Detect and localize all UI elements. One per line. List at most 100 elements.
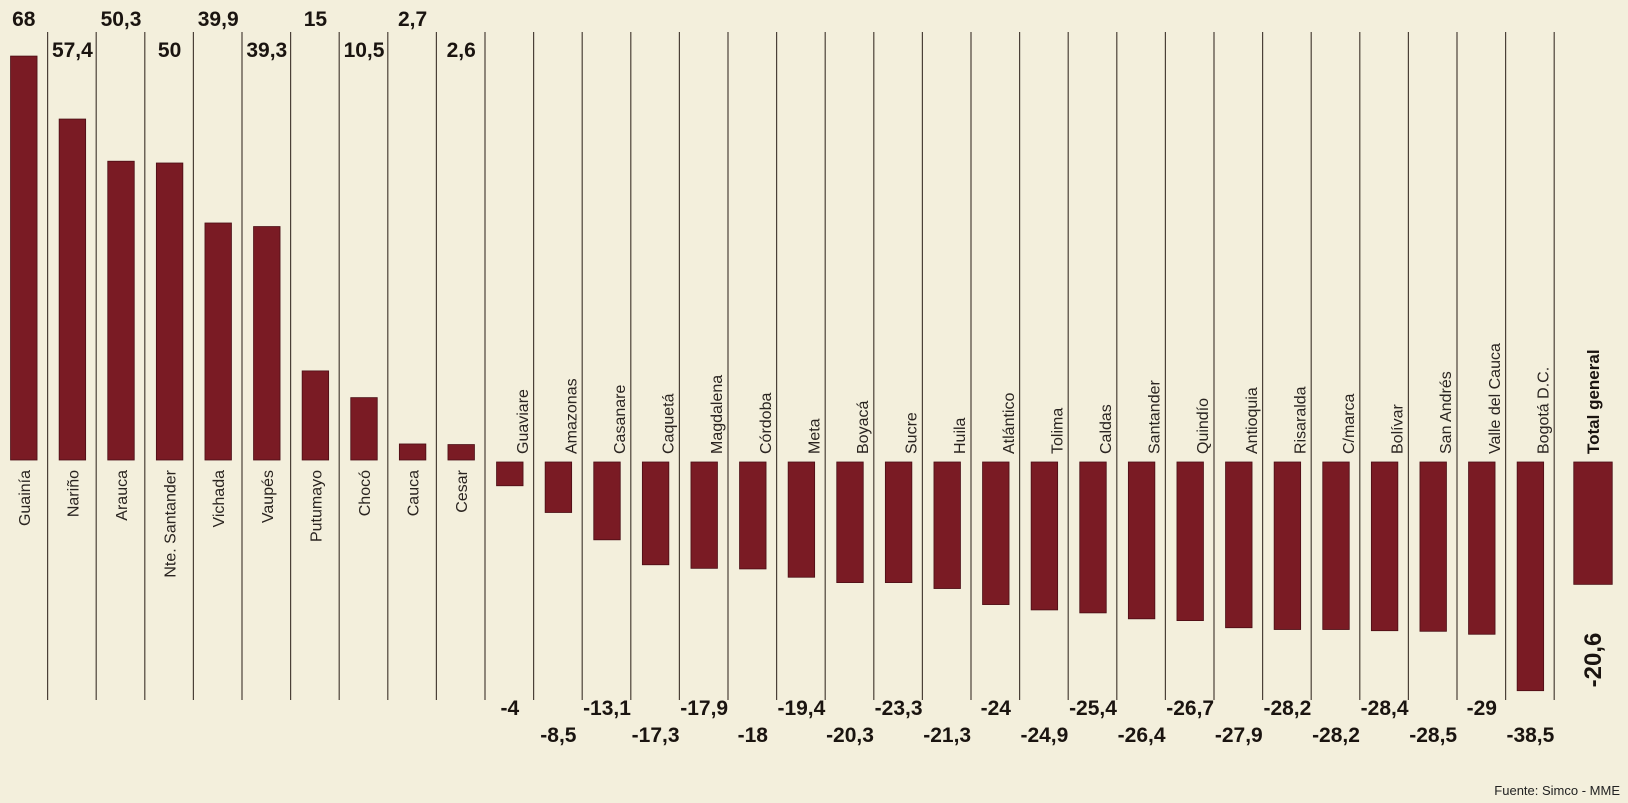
value-label: 50,3	[101, 8, 142, 31]
bar	[1322, 461, 1350, 630]
value-label: -8,5	[540, 724, 577, 747]
value-label: 2,6	[447, 39, 476, 62]
value-label: -20,6	[1580, 633, 1607, 688]
bar	[593, 461, 621, 541]
value-label: -28,5	[1409, 724, 1457, 747]
value-label: -38,5	[1506, 724, 1554, 747]
bar	[253, 226, 281, 461]
category-label: Caquetá	[661, 393, 678, 454]
category-label: Bogotá D.C.	[1535, 367, 1552, 454]
bar	[884, 461, 913, 583]
value-label: -17,9	[680, 697, 728, 720]
category-label: Quindío	[1195, 398, 1212, 454]
category-label: Cesar	[454, 469, 471, 512]
category-label: Casanare	[612, 385, 629, 454]
category-label: Meta	[806, 418, 823, 454]
category-label: C/marca	[1341, 393, 1358, 454]
value-label: -23,3	[875, 697, 923, 720]
category-label: Atlántico	[1001, 393, 1018, 454]
value-label: -17,3	[632, 724, 680, 747]
value-label: -28,4	[1361, 697, 1409, 720]
category-label: Arauca	[114, 470, 131, 521]
category-label: Chocó	[357, 470, 374, 516]
category-label: Córdoba	[758, 393, 775, 454]
value-label: 57,4	[52, 39, 93, 62]
bar	[836, 461, 864, 583]
bar	[1468, 461, 1496, 635]
category-label: Putumayo	[308, 470, 325, 542]
bar	[641, 461, 670, 566]
bar	[155, 162, 184, 461]
category-label: Vichada	[211, 470, 228, 528]
value-label: -28,2	[1312, 724, 1360, 747]
category-label: Guaviare	[515, 389, 532, 454]
category-label: Nte. Santander	[163, 469, 180, 577]
value-label: -13,1	[583, 697, 631, 720]
bar	[350, 397, 378, 461]
category-label: Valle del Cauca	[1487, 343, 1504, 454]
bar	[204, 222, 232, 461]
category-label: San Andrés	[1438, 371, 1455, 454]
category-label: Magdalena	[709, 375, 726, 454]
value-label: -18	[738, 724, 769, 747]
value-label: -27,9	[1215, 724, 1263, 747]
category-label: Vaupés	[260, 470, 277, 523]
value-label: 39,9	[198, 8, 239, 31]
bar	[496, 461, 524, 487]
bar	[1370, 461, 1399, 632]
bar	[1225, 461, 1253, 629]
bar	[1176, 461, 1204, 621]
value-label: -26,4	[1118, 724, 1166, 747]
value-label: 50	[158, 39, 181, 62]
category-label: Caldas	[1098, 404, 1115, 454]
value-label: -19,4	[777, 697, 825, 720]
bar	[10, 55, 38, 461]
bar	[1573, 461, 1613, 585]
category-label: Boyacá	[855, 401, 872, 454]
value-label: -25,4	[1069, 697, 1117, 720]
bar	[1273, 461, 1302, 630]
bar	[107, 160, 135, 461]
bar	[1419, 461, 1447, 632]
value-label: 68	[12, 8, 36, 31]
bar	[447, 444, 475, 461]
category-label: Cauca	[406, 470, 423, 516]
bar	[544, 461, 573, 513]
value-label: -24,9	[1020, 724, 1068, 747]
value-label: -29	[1467, 697, 1497, 720]
category-label: Bolívar	[1390, 404, 1407, 454]
bar	[787, 461, 816, 578]
category-label: Nariño	[65, 470, 82, 517]
value-label: -21,3	[923, 724, 971, 747]
bar	[1127, 461, 1156, 620]
source-note: Fuente: Simco - MME	[1494, 783, 1620, 798]
bar	[1079, 461, 1107, 614]
value-label: 15	[304, 8, 328, 31]
bar	[982, 461, 1010, 605]
value-label: -20,3	[826, 724, 874, 747]
value-label: -4	[500, 697, 519, 720]
category-label: Huila	[952, 417, 969, 454]
value-label: -28,2	[1263, 697, 1311, 720]
value-label: 39,3	[246, 39, 287, 62]
value-label: 10,5	[344, 39, 385, 62]
bar	[1516, 461, 1545, 692]
category-label: Total general	[1584, 349, 1603, 454]
category-label: Santander	[1147, 379, 1164, 454]
category-label: Sucre	[904, 412, 921, 454]
value-label: 2,7	[398, 8, 427, 31]
value-label: -26,7	[1166, 697, 1214, 720]
bar	[690, 461, 718, 569]
category-label: Antioquia	[1244, 387, 1261, 454]
category-label: Amazonas	[563, 378, 580, 454]
category-label: Tolima	[1049, 408, 1066, 454]
bar	[739, 461, 767, 570]
bar	[58, 118, 87, 461]
category-label: Guainía	[17, 470, 34, 526]
bar	[933, 461, 961, 589]
value-label: -24	[981, 697, 1012, 720]
bar	[398, 443, 427, 461]
bar	[1030, 461, 1059, 611]
